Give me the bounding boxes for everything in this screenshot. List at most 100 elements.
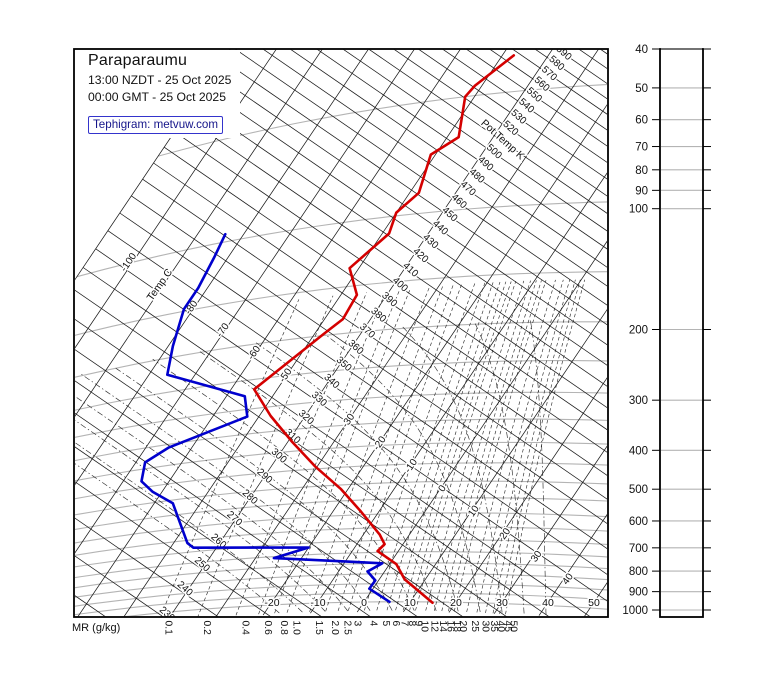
dry-adiabat-430: [203, 87, 607, 366]
isobar-100: [76, 201, 607, 278]
temp-axis-label: Temp C: [145, 266, 176, 303]
pressure-label-40: 40: [635, 44, 648, 56]
dry-adiabat-530: [418, 49, 607, 180]
dry-adiabat-label-360: 360: [346, 338, 366, 358]
mr-label-3: 3: [351, 621, 362, 627]
mixing-ratio-line-5: [376, 282, 486, 611]
metvuw-link[interactable]: Tephigram: metvuw.com: [88, 116, 223, 134]
isotherm-0: [356, 240, 607, 613]
isotherm-bottom-label-50: 50: [588, 597, 600, 609]
temperature-trace: [252, 54, 516, 605]
moist-adiabat-20: [255, 342, 459, 612]
mixing-ratio-line-0.6: [258, 290, 387, 615]
mr-label-0.6: 0.6: [262, 621, 273, 636]
dry-adiabat-580: [535, 49, 607, 100]
mixing-ratio-line-40: [492, 279, 576, 614]
pressure-label-200: 200: [629, 325, 648, 337]
mixing-ratio-line-20: [453, 280, 547, 612]
mr-label-12: 12: [428, 621, 439, 633]
dry-adiabat-570: [512, 49, 607, 115]
isobar-400: [75, 441, 607, 482]
isotherm-bottom-label-30: 30: [496, 597, 508, 609]
isotherm-bottom-label-10: 10: [404, 597, 416, 609]
dry-adiabat-380: [153, 162, 607, 476]
mr-axis-title: MR (g/kg): [72, 622, 120, 634]
title-block: Paraparaumu 13:00 NZDT - 25 Oct 2025 00:…: [80, 50, 240, 138]
dry-adiabat-420: [194, 101, 607, 387]
mr-label-0.4: 0.4: [240, 621, 251, 636]
mr-label-0.1: 0.1: [163, 621, 174, 636]
isotherm-bottom-label-0: 0: [361, 597, 367, 609]
isobar-700: [75, 539, 607, 568]
isotherm-label-30: 30: [529, 549, 545, 565]
chart-frame: [73, 48, 609, 618]
dry-adiabat-500: [343, 49, 607, 232]
pressure-label-60: 60: [635, 115, 648, 127]
mixing-ratio-line-45: [499, 279, 581, 614]
mixing-ratio-line-7: [395, 281, 501, 611]
pressure-label-700: 700: [629, 543, 648, 555]
mixing-ratio-line-30: [476, 279, 564, 613]
isotherm--30: [215, 49, 599, 617]
isotherm-bottom-label--10: -10: [310, 597, 325, 609]
isotherm-10: [403, 309, 607, 613]
pressure-scale-frame: [659, 48, 704, 618]
mr-label-7: 7: [398, 621, 409, 627]
dry-adiabat-270: [75, 412, 371, 617]
isobar-900: [75, 582, 607, 607]
pressure-label-600: 600: [629, 516, 648, 528]
mr-label-8: 8: [406, 621, 417, 627]
pressure-label-80: 80: [635, 165, 648, 177]
isotherm-bottom-label--20: -20: [264, 597, 279, 609]
mr-label-14: 14: [437, 621, 448, 633]
moist-adiabat-40: [530, 320, 547, 615]
isotherm--40: [169, 49, 553, 617]
dry-adiabat-560: [490, 49, 607, 131]
dry-adiabat-label-290: 290: [255, 467, 275, 487]
mr-label-35: 35: [488, 621, 499, 633]
dewpoint-trace: [140, 232, 391, 604]
mr-label-0.8: 0.8: [278, 621, 289, 636]
isotherm--70: [75, 49, 415, 554]
pressure-label-800: 800: [629, 566, 648, 578]
dry-adiabat-320: [82, 267, 591, 617]
dry-adiabat-label-270: 270: [224, 509, 244, 529]
moist-adiabat--15: [75, 442, 303, 613]
dry-adiabat-290: [75, 349, 463, 617]
moist-adiabat-15: [198, 350, 437, 612]
mixing-ratio-line-25: [466, 279, 556, 612]
mixing-ratio-line-6: [386, 282, 494, 611]
dry-adiabat-label-350: 350: [334, 355, 354, 375]
pressure-label-100: 100: [629, 204, 648, 216]
isobar-950: [75, 592, 607, 616]
isotherm-label-40: 40: [561, 571, 577, 587]
mixing-ratio-line-10: [415, 281, 517, 611]
mixing-ratio-line-35: [485, 279, 571, 613]
dry-adiabat-400: [174, 131, 607, 431]
mixing-ratio-line-14: [433, 280, 531, 611]
dry-adiabat-350: [119, 212, 607, 549]
pressure-label-300: 300: [629, 395, 648, 407]
pressure-label-500: 500: [629, 484, 648, 496]
mr-label-40: 40: [495, 621, 506, 633]
mixing-ratio-line-0.2: [197, 295, 334, 617]
mr-label-16: 16: [444, 621, 455, 633]
dry-adiabat-470: [263, 49, 607, 287]
mr-label-6: 6: [390, 621, 401, 627]
isotherm--20: [262, 104, 607, 616]
moist-adiabat-0: [81, 373, 371, 611]
isobar-50: [158, 84, 607, 157]
dry-adiabat-490: [317, 49, 607, 250]
isotherm--10: [310, 172, 607, 614]
mr-label-1.0: 1.0: [291, 621, 302, 636]
mixing-ratio-line-18: [448, 280, 542, 612]
moist-adiabat-gridlines: [75, 320, 547, 615]
mixing-ratio-line-2: [325, 285, 444, 612]
pressure-scale: 40 50 60 70 80 90 100 200 300 400 500 600 700 800 900 1…: [622, 44, 711, 618]
dry-adiabat-550: [466, 49, 607, 147]
mr-label-4: 4: [367, 621, 378, 627]
dry-adiabat-label-340: 340: [322, 372, 342, 392]
pressure-label-70: 70: [635, 142, 648, 154]
mixing-ratio-line-12: [425, 280, 525, 611]
